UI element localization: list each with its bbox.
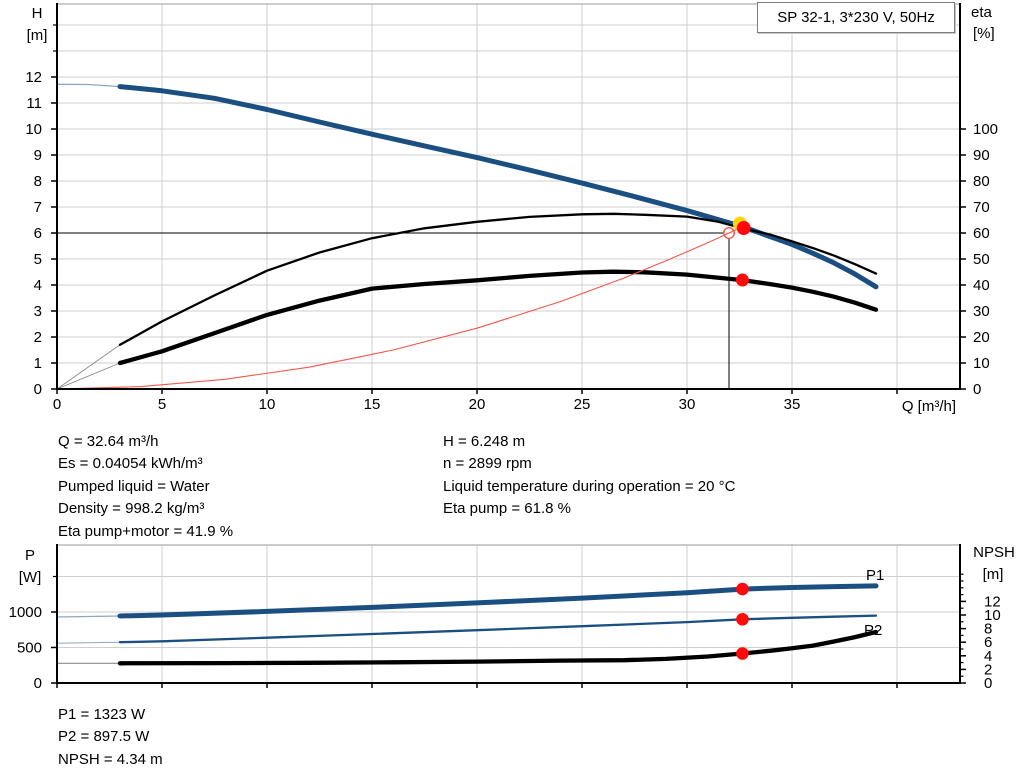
info-p2: P2 = 897.5 W bbox=[58, 728, 150, 746]
eta-pump-motor-curve bbox=[117, 269, 879, 366]
info-h: H = 6.248 m bbox=[443, 433, 526, 450]
y-tick-label-right: 60 bbox=[973, 225, 990, 242]
axis-title-m: [m] bbox=[27, 27, 48, 44]
x-tick-label: 15 bbox=[364, 396, 381, 413]
x-tick-label: 35 bbox=[784, 396, 801, 413]
op-point-p2 bbox=[736, 612, 749, 626]
y-tick-label-left: 12 bbox=[25, 69, 42, 86]
info-liquid-temp: Liquid temperature during operation = 20… bbox=[443, 477, 736, 495]
y-tick-label-left: 1 bbox=[34, 355, 42, 372]
y-tick-label-left: 0 bbox=[34, 675, 42, 692]
pump-model-label: SP 32-1, 3*230 V, 50Hz bbox=[757, 2, 955, 33]
y-tick-label-right: 4 bbox=[984, 648, 992, 665]
y-tick-label-left: 11 bbox=[26, 95, 42, 112]
x-tick-label: 30 bbox=[679, 396, 696, 413]
axis-title-w: [W] bbox=[19, 569, 42, 586]
duty-point-circle bbox=[723, 226, 736, 239]
axis-title-h: H bbox=[32, 5, 43, 22]
p1-curve-lead bbox=[56, 615, 121, 618]
p1-curve bbox=[117, 583, 879, 619]
h-curve-lead bbox=[56, 83, 121, 88]
y-tick-label-right: 70 bbox=[973, 199, 990, 216]
y-tick-label-left: 500 bbox=[17, 640, 42, 657]
y-tick-label-right: 30 bbox=[973, 303, 990, 320]
axis-title-p: P bbox=[25, 547, 35, 564]
y-tick-label-right: 6 bbox=[984, 634, 992, 651]
axis-title-npsh-unit: [m] bbox=[983, 566, 1004, 583]
y-tick-label-left: 10 bbox=[25, 121, 42, 138]
info-es: Es = 0.04054 kWh/m³ bbox=[58, 455, 203, 473]
info-pumped-liquid: Pumped liquid = Water bbox=[58, 477, 210, 495]
x-tick-label: 10 bbox=[259, 396, 276, 413]
axis-title-npsh: NPSH bbox=[973, 544, 1015, 561]
op-point-eta-pump-motor bbox=[735, 273, 749, 287]
y-tick-label-left: 2 bbox=[34, 329, 42, 346]
npsh-curve bbox=[117, 629, 879, 666]
qh-eta-chart: 0 5 10 15 20 25 30 3501234567891011120102030405… bbox=[25, 3, 998, 413]
y-tick-label-left: 8 bbox=[34, 173, 42, 190]
info-q: Q = 32.64 m³/h bbox=[58, 433, 159, 450]
curve-label-p2: P2 bbox=[864, 622, 882, 639]
y-tick-label-right: 20 bbox=[973, 329, 990, 346]
y-tick-label-right: 90 bbox=[973, 147, 990, 164]
y-tick-label-right: 12 bbox=[984, 593, 1001, 610]
y-tick-label-right: 8 bbox=[984, 621, 992, 638]
y-tick-label-right: 10 bbox=[984, 607, 1001, 624]
info-eta-pump-motor: Eta pump+motor = 41.9 % bbox=[58, 522, 234, 540]
y-tick-label-right: 2 bbox=[984, 661, 992, 678]
info-p1: P1 = 1323 W bbox=[58, 706, 146, 723]
op-point-p1 bbox=[736, 582, 749, 596]
curve-label-p1: P1 bbox=[866, 567, 884, 584]
info-npsh: NPSH = 4.34 m bbox=[58, 750, 163, 768]
y-tick-label-left: 9 bbox=[34, 147, 42, 164]
op-point-npsh bbox=[736, 647, 749, 660]
y-tick-label-right: 0 bbox=[973, 381, 981, 398]
x-tick-label: 25 bbox=[574, 396, 591, 413]
p2-curve bbox=[118, 614, 878, 644]
axis-title-eta: eta bbox=[971, 4, 993, 21]
x-tick-label: 20 bbox=[469, 396, 486, 413]
y-tick-label-left: 1000 bbox=[9, 604, 42, 621]
y-tick-label-right: 0 bbox=[984, 675, 992, 692]
p2-curve-lead bbox=[56, 641, 121, 644]
y-tick-label-right: 50 bbox=[973, 251, 990, 268]
eta-pump-motor-lead bbox=[56, 362, 121, 390]
y-tick-label-left: 4 bbox=[34, 277, 42, 294]
y-tick-label-left: 5 bbox=[34, 251, 42, 268]
axis-title-eta-unit: [%] bbox=[973, 25, 995, 42]
y-tick-label-right: 100 bbox=[973, 121, 998, 138]
y-tick-label-left: 6 bbox=[34, 225, 42, 242]
y-tick-label-right: 40 bbox=[973, 277, 990, 294]
system-curve bbox=[56, 226, 743, 390]
power-data-block: P1 = 1323 W P2 = 897.5 W NPSH = 4.34 m bbox=[58, 704, 163, 771]
info-eta-pump: Eta pump = 61.8 % bbox=[443, 500, 571, 518]
y-tick-label-left: 3 bbox=[34, 303, 42, 320]
y-tick-label-right: 10 bbox=[973, 355, 990, 372]
info-density: Density = 998.2 kg/m³ bbox=[58, 500, 205, 518]
x-tick-label: 5 bbox=[158, 396, 166, 413]
axis-title-q: Q [m³/h] bbox=[902, 398, 956, 415]
operating-data-left: Q = 32.64 m³/h Es = 0.04054 kWh/m³ Pumpe… bbox=[58, 431, 233, 543]
y-tick-label-left: 7 bbox=[34, 199, 42, 216]
op-point-h bbox=[736, 221, 751, 236]
x-tick-label: 0 bbox=[53, 396, 61, 413]
operating-data-right: H = 6.248 m n = 2899 rpm Liquid temperat… bbox=[443, 431, 735, 521]
info-n: n = 2899 rpm bbox=[443, 455, 532, 473]
y-tick-label-left: 0 bbox=[34, 381, 42, 398]
eta-pump-lead bbox=[56, 344, 121, 390]
y-tick-label-right: 80 bbox=[973, 173, 990, 190]
eta-pump-curve bbox=[118, 212, 878, 346]
h-curve bbox=[117, 84, 879, 290]
